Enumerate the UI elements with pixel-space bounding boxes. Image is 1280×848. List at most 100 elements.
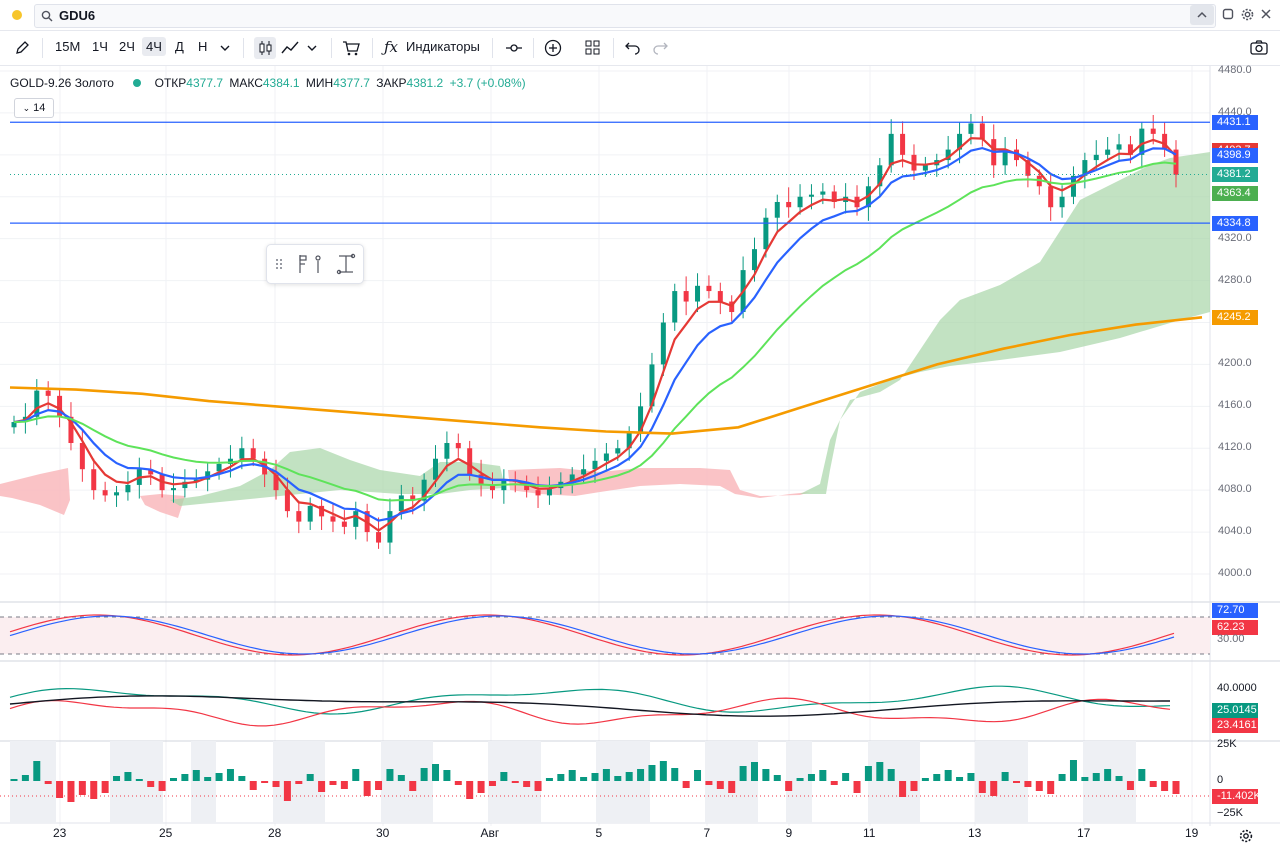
candle-body — [353, 511, 359, 527]
volume-bar — [591, 773, 599, 781]
volume-bar — [238, 776, 246, 781]
chevron-down-icon[interactable] — [306, 44, 318, 52]
volume-bar — [785, 781, 793, 791]
symbol-search-input[interactable]: GDU6 — [34, 4, 1216, 28]
volume-bar — [534, 781, 542, 791]
line-chart-icon[interactable] — [281, 40, 299, 56]
chevron-down-icon[interactable] — [219, 44, 231, 52]
interval-week[interactable]: Н — [198, 39, 208, 54]
ema-mid-line — [13, 146, 1177, 522]
candle-body — [216, 463, 222, 472]
volume-bar — [204, 777, 212, 781]
chart-legend: GOLD-9.26 Золото ОТКР4377.7 МАКС4384.1 М… — [10, 76, 526, 90]
candle-body — [1025, 160, 1031, 176]
collapse-button[interactable] — [1190, 5, 1214, 25]
window-icon[interactable] — [1222, 8, 1234, 20]
volume-bar — [887, 769, 895, 781]
add-plus-icon[interactable] — [544, 39, 562, 57]
interval-2h[interactable]: 2Ч — [119, 39, 135, 54]
candle-body — [831, 191, 837, 202]
candle-body — [182, 481, 188, 489]
candles-button[interactable] — [254, 37, 276, 59]
candle-body — [421, 479, 427, 501]
candle-body — [1093, 154, 1099, 161]
volume-bar — [67, 781, 75, 802]
close-icon[interactable] — [1260, 8, 1272, 20]
open-value: 4377.7 — [186, 76, 223, 90]
volume-bar — [1149, 781, 1157, 787]
volume-bar — [864, 766, 872, 781]
volume-bar — [910, 781, 918, 791]
candle-body — [888, 133, 894, 166]
interval-15m[interactable]: 15М — [55, 39, 81, 54]
chart-canvas[interactable] — [0, 66, 1280, 848]
settings-gear-icon[interactable] — [1238, 828, 1254, 844]
volume-bar — [158, 781, 166, 791]
period-toggle[interactable]: ⌄ 14 — [14, 98, 54, 118]
volume-bar — [113, 776, 121, 781]
volume-bar — [420, 768, 428, 781]
volume-bar — [21, 775, 29, 781]
layout-grid-icon[interactable] — [585, 40, 601, 56]
candle-body — [79, 443, 85, 470]
volume-bar — [819, 770, 827, 781]
close-value: 4381.2 — [406, 76, 444, 90]
gear-icon[interactable] — [1241, 8, 1254, 21]
candle-body — [102, 490, 108, 496]
candle-body — [273, 474, 279, 491]
time-tick: 28 — [268, 826, 282, 840]
price-tick: 4040.0 — [1218, 525, 1252, 538]
time-tick: 11 — [863, 826, 876, 840]
candle-body — [660, 322, 666, 365]
high-label: МАКС — [229, 76, 263, 90]
candle-body — [376, 532, 382, 543]
price-label: 4245.2 — [1212, 309, 1258, 325]
candle-body — [603, 453, 609, 461]
price-tick: 4160.0 — [1218, 399, 1252, 412]
redo-icon[interactable] — [652, 41, 668, 55]
volume-bar — [978, 781, 986, 793]
separator — [243, 38, 244, 58]
volume-bar — [1058, 774, 1066, 781]
volume-bar — [773, 775, 781, 781]
interval-1h[interactable]: 1Ч — [92, 39, 108, 54]
candle-body — [1002, 149, 1008, 166]
instrument-title[interactable]: GOLD-9.26 Золото — [10, 76, 114, 90]
volume-bar — [283, 781, 291, 801]
stoch-k-label: 62.23 — [1212, 620, 1258, 635]
volume-bar — [306, 774, 314, 781]
alert-icon[interactable] — [505, 40, 523, 56]
cart-icon[interactable] — [342, 39, 360, 57]
volume-bar — [796, 778, 804, 781]
price-label: 4381.2 — [1212, 167, 1258, 183]
volume-bar — [340, 781, 348, 789]
price-tick: 4280.0 — [1218, 273, 1252, 286]
status-dot-icon — [12, 10, 22, 20]
drawing-toolbar-widget[interactable] — [266, 244, 364, 284]
candle-body — [615, 448, 621, 454]
volume-bar — [386, 769, 394, 781]
ema-long-line — [9, 316, 1203, 435]
candle-body — [319, 505, 325, 517]
drag-handle-icon[interactable] — [267, 245, 363, 283]
camera-icon[interactable] — [1250, 39, 1268, 55]
pencil-icon[interactable] — [14, 40, 30, 56]
interval-day[interactable]: Д — [175, 39, 184, 54]
candle-body — [626, 432, 632, 449]
candle-body — [433, 458, 439, 480]
ema-slow-line — [13, 161, 1177, 502]
interval-4h[interactable]: 4Ч — [142, 37, 166, 56]
candle-body — [1036, 175, 1042, 187]
candle-body — [717, 291, 723, 302]
volume-tick: 25K — [1217, 738, 1237, 750]
volume-bar — [397, 775, 405, 781]
session-shade — [191, 741, 216, 823]
volume-bar — [1138, 769, 1146, 781]
time-tick: 23 — [53, 826, 67, 840]
candle-body — [672, 291, 678, 323]
candle-body — [945, 149, 951, 161]
volume-bar — [1115, 776, 1123, 781]
volume-bar — [1047, 781, 1055, 794]
low-value: 4377.7 — [333, 76, 370, 90]
undo-icon[interactable] — [625, 41, 641, 55]
